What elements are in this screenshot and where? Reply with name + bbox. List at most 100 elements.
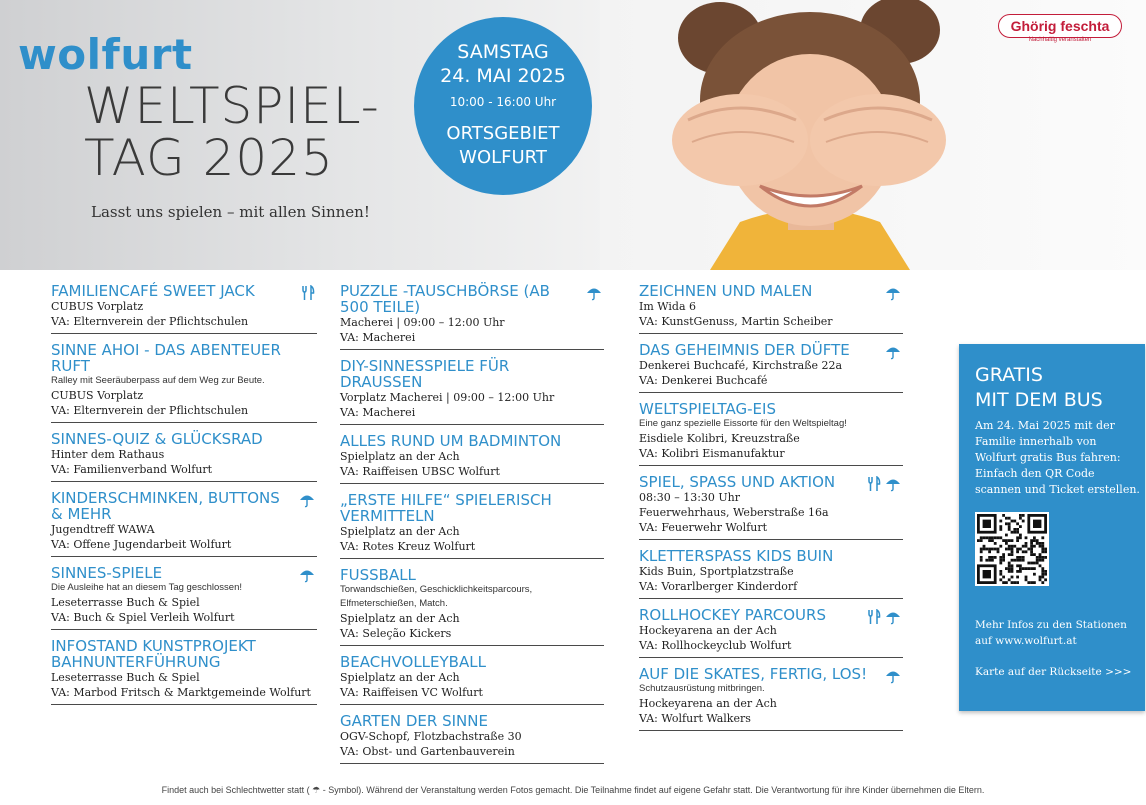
bus-title-line-2: MIT DEM BUS bbox=[975, 389, 1103, 411]
food-icon bbox=[868, 609, 881, 624]
page-title: WELTSPIEL- TAG 2025 bbox=[84, 80, 380, 184]
entry-organizer: VA: Macherei bbox=[340, 406, 416, 419]
bus-title-line-1: GRATIS bbox=[975, 364, 1043, 386]
event-place-line-2: WOLFURT bbox=[459, 147, 547, 168]
title-line-1: WELTSPIEL- bbox=[84, 77, 380, 135]
partner-subtitle: Nachhaltig veranstalten bbox=[1028, 37, 1092, 43]
qr-code[interactable] bbox=[975, 512, 1049, 586]
entry-organizer: VA: Feuerwehr Wolfurt bbox=[639, 521, 768, 534]
event-place-line-1: ORTSGEBIET bbox=[446, 123, 560, 144]
food-icon bbox=[868, 476, 881, 491]
entry-organizer: VA: Offene Jugendarbeit Wolfurt bbox=[51, 538, 232, 551]
entry-organizer: VA: Marbod Fritsch & Marktgemeinde Wolfu… bbox=[51, 686, 311, 699]
program-entry: GARTEN DER SINNE OGV-Schopf, Flotzbachstr… bbox=[340, 713, 604, 764]
entry-title: SPIEL, SPASS UND AKTION bbox=[639, 473, 836, 491]
program-entry: WELTSPIELTAG-EIS Eine ganz spezielle Eiss… bbox=[639, 401, 903, 466]
program-entry: SINNE AHOI - DAS ABENTEUER RUFT Ralley mi… bbox=[51, 342, 317, 423]
entry-location: Hinter dem Rathaus bbox=[51, 448, 165, 461]
umbrella-icon bbox=[886, 671, 900, 684]
umbrella-icon bbox=[886, 479, 900, 492]
program-entry: KLETTERSPASS KIDS BUIN Kids Buin, Sportpl… bbox=[639, 548, 903, 599]
entry-location: OGV-Schopf, Flotzbachstraße 30 bbox=[340, 730, 522, 743]
entry-location: Leseterrasse Buch & Spiel bbox=[51, 596, 200, 609]
entry-icons bbox=[299, 492, 315, 508]
map-reference: Karte auf der Rückseite >>> bbox=[975, 666, 1132, 678]
program-entry: FAMILIENCAFÉ SWEET JACK CUBUS Vorplatz VA:… bbox=[51, 283, 317, 334]
entry-location: Denkerei Buchcafé, Kirchstraße 22a bbox=[639, 359, 843, 372]
entry-organizer: VA: Obst- und Gartenbauverein bbox=[340, 745, 515, 758]
entry-organizer: VA: Denkerei Buchcafé bbox=[639, 374, 768, 387]
entry-title: INFOSTAND KUNSTPROJEKT BAHNUNTERFÜHRUNG bbox=[51, 637, 256, 671]
program-entry: BEACHVOLLEYBALL Spielplatz an der Ach VA: … bbox=[340, 654, 604, 705]
entry-title: DIY-SINNESSPIELE FÜR DRAUSSEN bbox=[340, 357, 510, 391]
entry-icons bbox=[867, 609, 901, 625]
entry-note: Ralley mit Seeräuberpass auf dem Weg zur… bbox=[51, 375, 265, 386]
entry-note: Die Ausleihe hat an diesem Tag geschloss… bbox=[51, 582, 243, 593]
entry-title: BEACHVOLLEYBALL bbox=[340, 653, 486, 671]
entry-icons bbox=[299, 567, 315, 583]
entry-location: Hockeyarena an der Ach bbox=[639, 624, 777, 637]
program-column-2: PUZZLE -TAUSCHBÖRSE (ab 500 Teile) Macher… bbox=[340, 283, 604, 772]
entry-location: CUBUS Vorplatz bbox=[51, 300, 144, 313]
free-bus-box: GRATIS MIT DEM BUS Am 24. Mai 2025 mit d… bbox=[959, 344, 1145, 711]
entry-note: Torwandschießen, Geschicklichkeitsparcou… bbox=[340, 584, 533, 609]
entry-title: GARTEN DER SINNE bbox=[340, 712, 488, 730]
bus-description: Am 24. Mai 2025 mit der Familie innerhal… bbox=[975, 419, 1140, 496]
tagline: Lasst uns spielen – mit allen Sinnen! bbox=[91, 203, 370, 221]
entry-title: FAMILIENCAFÉ SWEET JACK bbox=[51, 282, 255, 300]
entry-location: Macherei | 09:00 – 12:00 Uhr bbox=[340, 316, 505, 329]
program-entry: ROLLHOCKEY PARCOURS Hockeyarena an der Ac… bbox=[639, 607, 903, 658]
entry-organizer: VA: Wolfurt Walkers bbox=[639, 712, 751, 725]
entry-icons bbox=[885, 668, 901, 684]
program-entry: DIY-SINNESSPIELE FÜR DRAUSSEN Vorplatz Ma… bbox=[340, 358, 604, 425]
entry-location: Kids Buin, Sportplatzstraße bbox=[639, 565, 794, 578]
hero-banner: wolfurt WELTSPIEL- TAG 2025 Lasst uns sp… bbox=[0, 0, 1146, 270]
entry-title: ROLLHOCKEY PARCOURS bbox=[639, 606, 826, 624]
child-photo bbox=[600, 0, 1146, 270]
entry-organizer: VA: Vorarlberger Kinderdorf bbox=[639, 580, 798, 593]
entry-icons bbox=[301, 285, 315, 301]
program-entry: AUF DIE SKATES, FERTIG, LOS! Schutzausrüs… bbox=[639, 666, 903, 731]
program-entry: DAS GEHEIMNIS DER DÜFTE Denkerei Buchcafé… bbox=[639, 342, 903, 393]
umbrella-icon bbox=[300, 570, 314, 583]
entry-location: Jugendtreff WAWA bbox=[51, 523, 155, 536]
wolfurt-logo: wolfurt bbox=[18, 30, 193, 79]
entry-icons bbox=[586, 285, 602, 301]
entry-title: ZEICHNEN UND MALEN bbox=[639, 282, 813, 300]
umbrella-icon bbox=[886, 347, 900, 360]
partner-logo: Ghörig feschta Nachhaltig veranstalten bbox=[998, 14, 1122, 43]
entry-title: ALLES RUND UM BADMINTON bbox=[340, 432, 562, 450]
program-entry: ZEICHNEN UND MALEN Im Wida 6 VA: KunstGenu… bbox=[639, 283, 903, 334]
entry-title: WELTSPIELTAG-EIS bbox=[639, 400, 776, 418]
entry-organizer: VA: Macherei bbox=[340, 331, 416, 344]
entry-organizer: VA: Rotes Kreuz Wolfurt bbox=[340, 540, 476, 553]
entry-location: Spielplatz an der Ach bbox=[340, 525, 460, 538]
entry-icons bbox=[885, 285, 901, 301]
program-entry: „ERSTE HILFE“ SPIELERISCH VERMITTELN Spie… bbox=[340, 492, 604, 559]
entry-location: CUBUS Vorplatz bbox=[51, 389, 144, 402]
event-day: SAMSTAG bbox=[457, 41, 549, 63]
entry-location: Im Wida 6 bbox=[639, 300, 696, 313]
bus-info-link[interactable]: Mehr Infos zu den Stationen auf www.wolf… bbox=[975, 619, 1127, 647]
entry-organizer: VA: Raiffeisen VC Wolfurt bbox=[340, 686, 483, 699]
umbrella-icon bbox=[587, 288, 601, 301]
entry-location: 08:30 – 13:30 Uhr bbox=[639, 491, 741, 504]
umbrella-icon bbox=[300, 495, 314, 508]
entry-title: DAS GEHEIMNIS DER DÜFTE bbox=[639, 341, 850, 359]
program-column-3: ZEICHNEN UND MALEN Im Wida 6 VA: KunstGenu… bbox=[639, 283, 903, 739]
entry-title: KLETTERSPASS KIDS BUIN bbox=[639, 547, 834, 565]
partner-name: Ghörig feschta bbox=[998, 14, 1122, 38]
event-date: 24. MAI 2025 bbox=[440, 65, 566, 87]
title-line-2: TAG 2025 bbox=[84, 129, 334, 187]
umbrella-icon bbox=[886, 288, 900, 301]
entry-title: SINNES-QUIZ & GLÜCKSRAD bbox=[51, 430, 263, 448]
entry-icons bbox=[885, 344, 901, 360]
program-entry: ALLES RUND UM BADMINTON Spielplatz an der… bbox=[340, 433, 604, 484]
entry-title: PUZZLE -TAUSCHBÖRSE (ab 500 Teile) bbox=[340, 282, 550, 316]
entry-title: AUF DIE SKATES, FERTIG, LOS! bbox=[639, 665, 868, 683]
entry-organizer: VA: Seleção Kickers bbox=[340, 627, 452, 640]
entry-location: Spielplatz an der Ach bbox=[340, 612, 460, 625]
entry-note: Schutzausrüstung mitbringen. bbox=[639, 683, 765, 694]
entry-organizer: VA: Kolibri Eismanufaktur bbox=[639, 447, 785, 460]
entry-location: Spielplatz an der Ach bbox=[340, 671, 460, 684]
